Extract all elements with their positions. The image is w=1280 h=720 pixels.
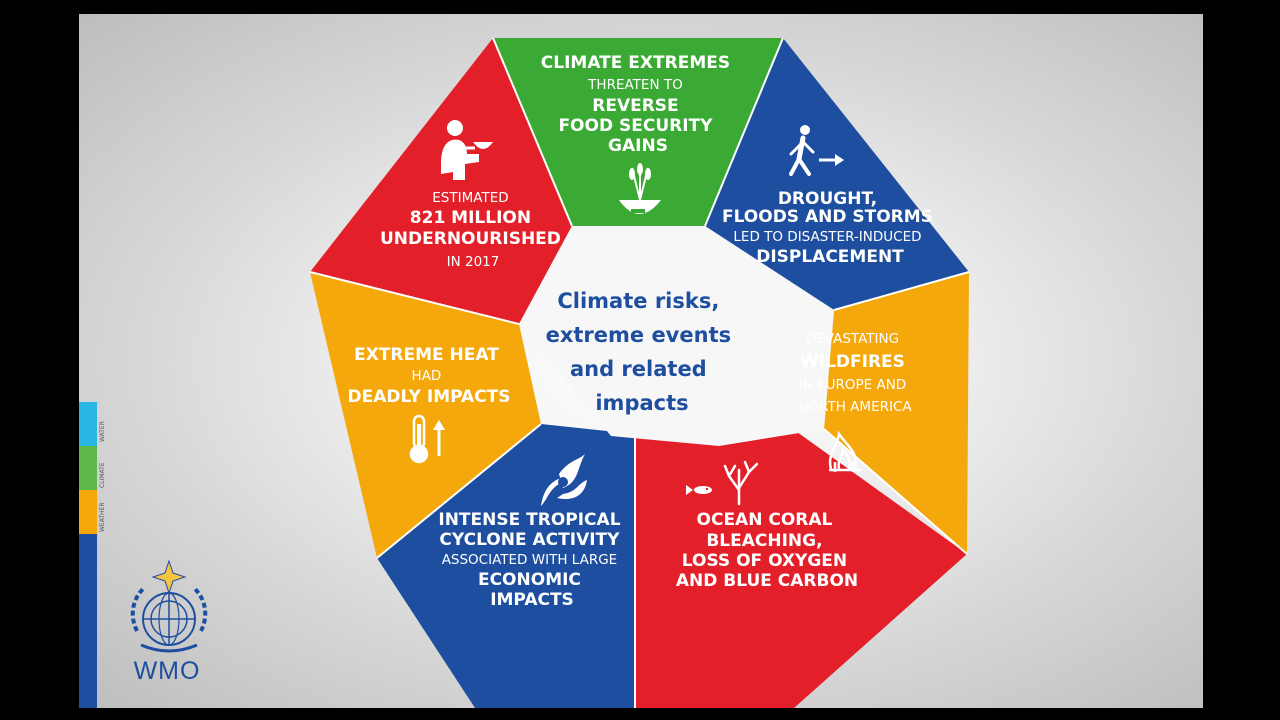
label-extreme-heat: EXTREME HEAT HAD DEADLY IMPACTS [347, 345, 510, 407]
label-ocean-coral: OCEAN CORAL BLEACHING, LOSS OF OXYGEN AN… [676, 510, 858, 591]
coral-fish-icon [686, 460, 759, 506]
cyclone-icon [541, 454, 587, 506]
label-tropical-cyclone: INTENSE TROPICAL CYCLONE ACTIVITY ASSOCI… [438, 510, 625, 610]
segment-ocean-coral [635, 432, 967, 708]
heptagon-diagram: Climate risks, extreme events and relate… [309, 37, 970, 708]
wmo-emblem-icon [130, 559, 208, 653]
segment-undernourished [310, 38, 572, 324]
hungry-person-bowl-icon [441, 120, 493, 180]
center-line-3: and related [570, 357, 707, 381]
thermometer-up-icon [409, 414, 445, 464]
segment-displacement [705, 38, 969, 310]
side-label-weather: WEATHER [99, 502, 106, 533]
side-label-climate: CLIMATE [99, 462, 106, 488]
center-line-2: extreme events [546, 323, 732, 347]
side-label-water: WATER [99, 421, 106, 442]
label-wildfires: DEVASTATING WILDFIRES IN EUROPE AND NORT… [798, 328, 912, 415]
center-line-1: Climate risks, [557, 289, 719, 313]
infographic-canvas: Climate risks, extreme events and relate… [79, 14, 1203, 708]
center-title: Climate risks, extreme events and relate… [546, 289, 739, 415]
segment-wildfires [824, 272, 969, 554]
wmo-logo-text: WMO [133, 657, 201, 685]
bar-weather [79, 490, 97, 534]
segment-food-security [493, 38, 783, 226]
label-food-security: CLIMATE EXTREMES THREATEN TO REVERSE FOO… [541, 53, 735, 156]
center-line-4: impacts [595, 391, 688, 415]
walking-person-arrow-icon [789, 125, 844, 176]
bowl-wheat-icon [619, 163, 661, 214]
label-undernourished: ESTIMATED 821 MILLION UNDERNOURISHED IN … [380, 187, 566, 270]
label-displacement: DROUGHT, FLOODS AND STORMS LED TO DISAST… [722, 189, 938, 267]
fire-icon [828, 430, 861, 472]
bar-climate [79, 446, 97, 490]
wmo-color-bar [79, 402, 97, 708]
center-panel [519, 226, 834, 446]
wmo-side-labels: WEATHER CLIMATE WATER [99, 402, 113, 542]
segment-dividers [309, 37, 970, 708]
segment-extreme-heat [310, 272, 541, 558]
bar-base [79, 534, 97, 708]
bar-water [79, 402, 97, 446]
